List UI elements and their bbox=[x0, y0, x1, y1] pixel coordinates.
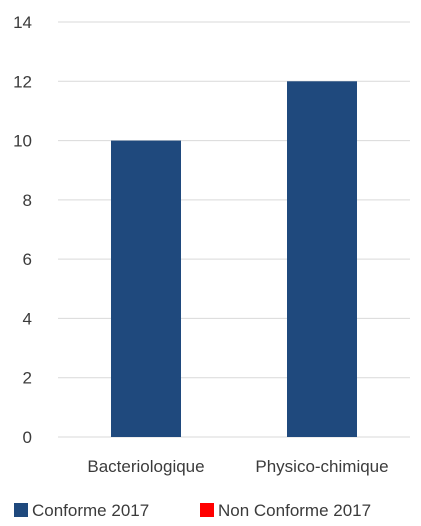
y-tick-label: 6 bbox=[23, 250, 32, 269]
x-axis-categories: Bacteriologique Physico-chimique bbox=[87, 457, 388, 476]
y-tick-label: 12 bbox=[13, 72, 32, 91]
y-tick-label: 8 bbox=[23, 191, 32, 210]
legend-label: Conforme 2017 bbox=[32, 501, 149, 520]
y-axis-ticks: 0 2 4 6 8 10 12 14 bbox=[13, 13, 32, 447]
y-tick-label: 14 bbox=[13, 13, 32, 32]
legend: Conforme 2017 Non Conforme 2017 bbox=[14, 501, 371, 520]
y-tick-label: 10 bbox=[13, 132, 32, 151]
x-category-label: Bacteriologique bbox=[87, 457, 204, 476]
bar bbox=[111, 140, 181, 438]
x-category-label: Physico-chimique bbox=[255, 457, 388, 476]
y-tick-label: 2 bbox=[23, 369, 32, 388]
legend-swatch bbox=[200, 503, 214, 517]
bars bbox=[111, 81, 357, 438]
y-tick-label: 0 bbox=[23, 428, 32, 447]
y-tick-label: 4 bbox=[23, 309, 32, 328]
legend-label: Non Conforme 2017 bbox=[218, 501, 371, 520]
legend-swatch bbox=[14, 503, 28, 517]
gridlines bbox=[58, 21, 410, 438]
bar bbox=[287, 81, 357, 438]
